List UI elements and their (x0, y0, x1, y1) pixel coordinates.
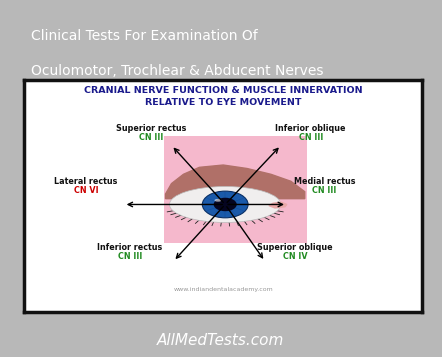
Text: CN III: CN III (139, 133, 164, 142)
Bar (164, 136, 307, 243)
Text: Clinical Tests For Examination Of: Clinical Tests For Examination Of (31, 29, 258, 43)
Text: CN IV: CN IV (282, 252, 307, 261)
Text: Superior rectus: Superior rectus (116, 124, 187, 132)
Ellipse shape (202, 191, 248, 218)
Text: CRANIAL NERVE FUNCTION & MUSCLE INNERVATION: CRANIAL NERVE FUNCTION & MUSCLE INNERVAT… (84, 86, 362, 95)
Text: Lateral rectus: Lateral rectus (54, 177, 118, 186)
Text: www.indiandentalacademy.com: www.indiandentalacademy.com (173, 287, 273, 292)
Text: CN III: CN III (118, 252, 142, 261)
Text: CN VI: CN VI (74, 186, 98, 195)
Ellipse shape (214, 199, 221, 202)
Text: AllMedTests.com: AllMedTests.com (157, 333, 285, 348)
Text: Inferior rectus: Inferior rectus (97, 243, 162, 252)
Ellipse shape (213, 198, 237, 211)
Polygon shape (269, 202, 287, 208)
Text: RELATIVE TO EYE MOVEMENT: RELATIVE TO EYE MOVEMENT (145, 98, 301, 107)
Text: Superior oblique: Superior oblique (257, 243, 333, 252)
Text: CN III: CN III (312, 186, 337, 195)
Text: CN III: CN III (298, 133, 323, 142)
Polygon shape (165, 165, 305, 198)
Text: Inferior oblique: Inferior oblique (275, 124, 346, 132)
Text: Medial rectus: Medial rectus (294, 177, 355, 186)
Text: Oculomotor, Trochlear & Abducent Nerves: Oculomotor, Trochlear & Abducent Nerves (31, 64, 324, 79)
Ellipse shape (170, 186, 281, 222)
